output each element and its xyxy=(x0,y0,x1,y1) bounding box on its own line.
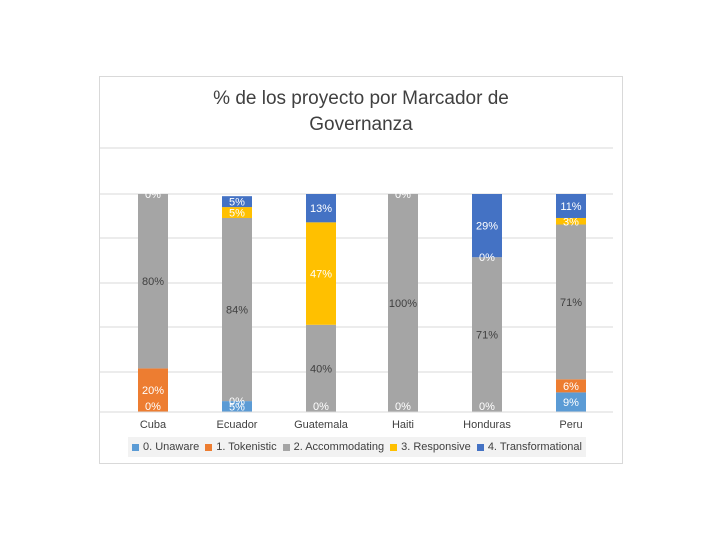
x-tick-label-guatemala: Guatemala xyxy=(294,419,349,431)
data-label-guatemala-2: 40% xyxy=(310,363,332,375)
bar-guatemala-3 xyxy=(306,222,336,325)
data-label-honduras-2: 71% xyxy=(476,330,498,342)
data-label-ecuador-3: 5% xyxy=(229,208,245,220)
legend-item-0: 0. Unaware xyxy=(132,438,199,456)
legend-swatch-0 xyxy=(132,443,139,451)
data-label-ecuador-2: 84% xyxy=(226,305,248,317)
bar-ecuador-2 xyxy=(222,217,252,402)
data-label-guatemala-0: 0% xyxy=(313,401,329,413)
legend-item-2: 2. Accommodating xyxy=(282,438,385,456)
legend-swatch-1 xyxy=(205,443,213,451)
legend-label-2: 2. Accommodating xyxy=(293,441,385,453)
data-label-peru-3: 3% xyxy=(563,216,579,228)
x-tick-label-honduras: Honduras xyxy=(463,419,511,431)
bar-guatemala-2 xyxy=(306,324,336,412)
x-tick-label-ecuador: Ecuador xyxy=(217,419,258,431)
x-tick-label-haiti: Haiti xyxy=(392,419,414,431)
legend-swatch-4 xyxy=(476,443,484,451)
legend-item-3: 3. Responsive xyxy=(390,438,471,456)
bar-ecuador-3 xyxy=(222,207,252,218)
data-label-cuba-0: 0% xyxy=(145,401,161,413)
data-label-honduras-3: 0% xyxy=(479,252,495,264)
bar-honduras-2 xyxy=(472,257,502,412)
bar-guatemala-4 xyxy=(306,194,336,223)
chart-title: % de los proyecto por Marcador de Govern… xyxy=(99,86,623,138)
chart-title-line-2: Governanza xyxy=(309,114,413,135)
bar-peru-2 xyxy=(556,224,586,380)
data-label-peru-1: 6% xyxy=(563,381,579,393)
data-label-cuba-3: 0% xyxy=(145,189,161,201)
bar-cuba-2 xyxy=(138,194,168,369)
bar-honduras-4 xyxy=(472,194,502,258)
bar-haiti-2 xyxy=(388,194,418,412)
data-label-guatemala-3: 47% xyxy=(310,269,332,281)
bar-peru-1 xyxy=(556,379,586,393)
data-label-haiti-3: 0% xyxy=(395,189,411,201)
legend-swatch-2 xyxy=(282,443,290,451)
chart-title-line-1: % de los proyecto por Marcador de xyxy=(213,88,509,109)
x-tick-label-cuba: Cuba xyxy=(140,419,167,431)
x-tick-label-peru: Peru xyxy=(559,419,582,431)
bar-ecuador-0 xyxy=(222,401,252,412)
chart-frame xyxy=(99,76,623,464)
data-label-honduras-4: 29% xyxy=(476,221,498,233)
data-label-haiti-2: 100% xyxy=(389,298,417,310)
legend-swatch-3 xyxy=(390,443,398,451)
legend-item-1: 1. Tokenistic xyxy=(205,438,277,456)
bar-peru-4 xyxy=(556,194,586,218)
data-label-honduras-0: 0% xyxy=(479,401,495,413)
legend-label-4: 4. Transformational xyxy=(487,441,582,453)
data-label-ecuador-4: 5% xyxy=(229,197,245,209)
legend-label-1: 1. Tokenistic xyxy=(216,441,277,453)
bar-ecuador-4 xyxy=(222,196,252,208)
data-label-haiti-0: 0% xyxy=(395,401,411,413)
legend-label-3: 3. Responsive xyxy=(401,441,471,453)
data-label-cuba-2: 80% xyxy=(142,276,164,288)
data-label-cuba-1: 20% xyxy=(142,385,164,397)
data-label-peru-4: 11% xyxy=(560,201,581,213)
bar-peru-0 xyxy=(556,392,586,412)
data-label-ecuador-0: 5% xyxy=(229,402,245,414)
data-label-ecuador-1: 0% xyxy=(229,396,245,408)
chart-legend: 0. Unaware 1. Tokenistic 2. Accommodating 3… xyxy=(128,437,586,457)
data-label-guatemala-4: 13% xyxy=(310,203,332,215)
legend-item-4: 4. Transformational xyxy=(476,438,582,456)
data-label-peru-0: 9% xyxy=(563,397,579,409)
bar-cuba-1 xyxy=(138,368,168,412)
bar-peru-3 xyxy=(556,217,586,225)
data-label-peru-2: 71% xyxy=(560,297,582,309)
legend-label-0: 0. Unaware xyxy=(143,441,200,453)
